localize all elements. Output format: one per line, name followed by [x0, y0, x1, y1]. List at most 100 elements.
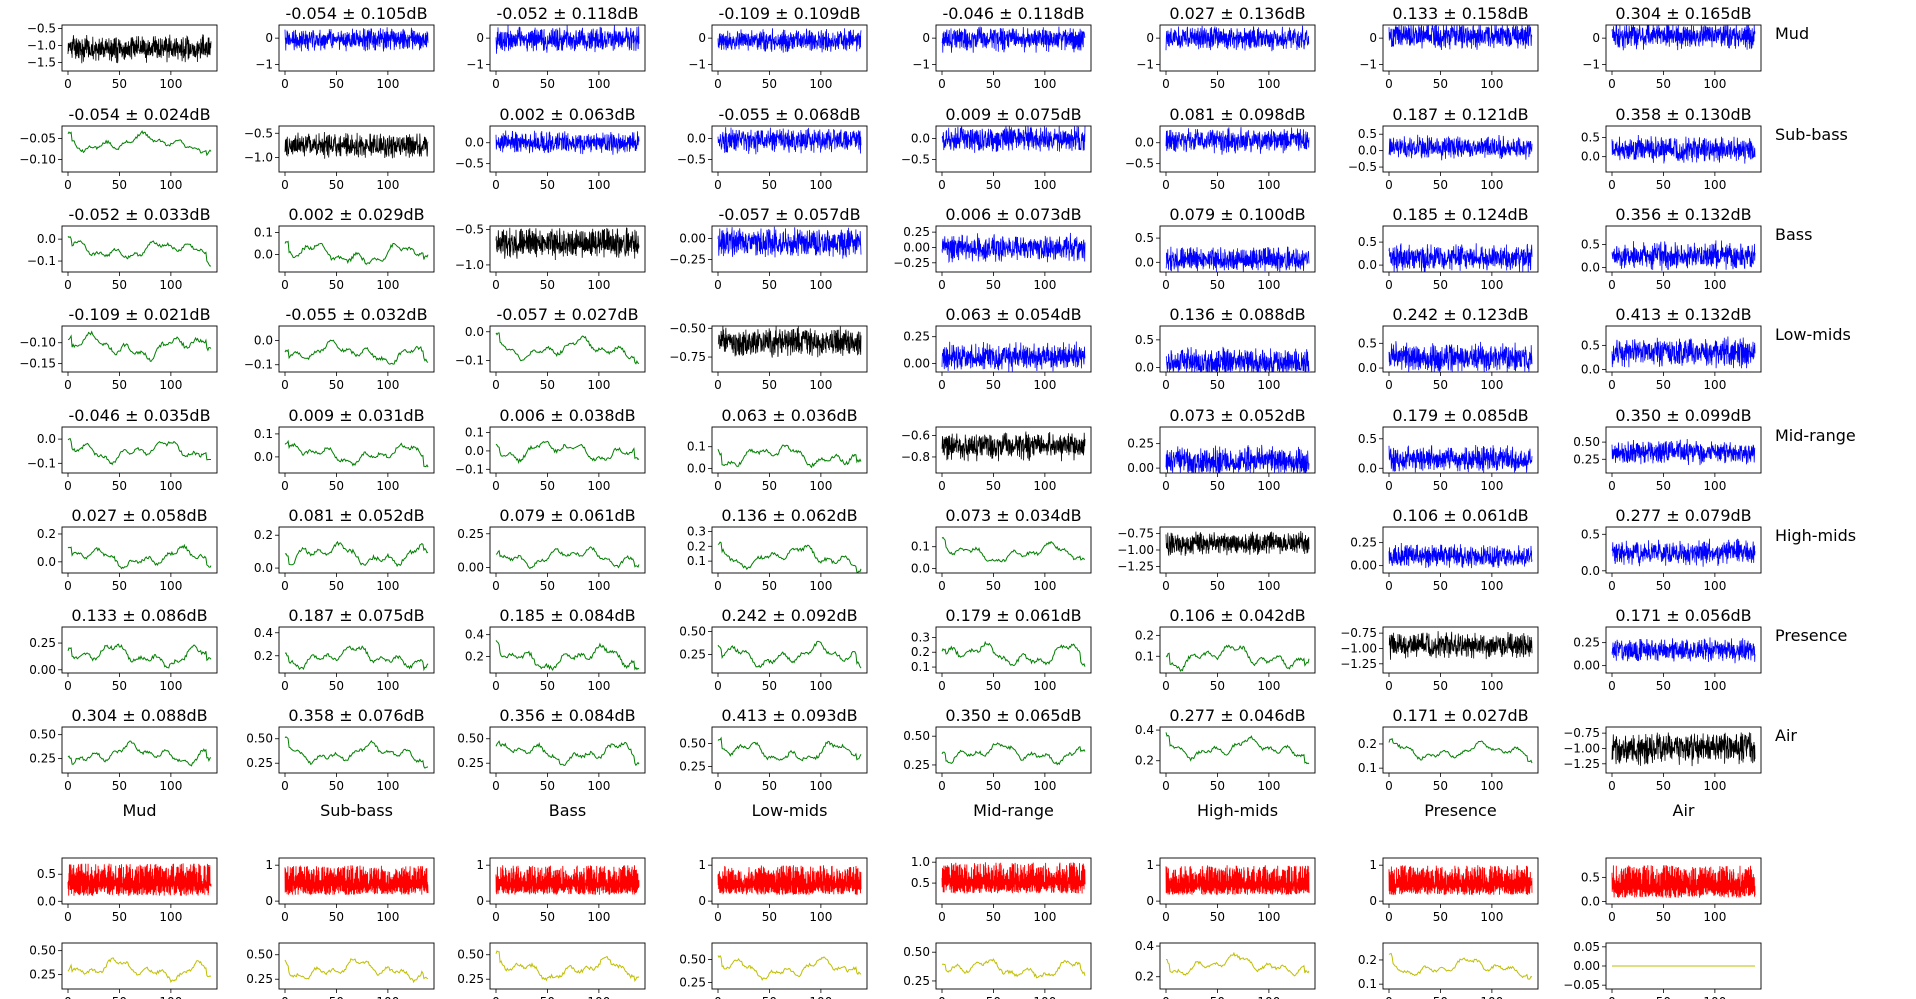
- y-tick-label: 0.0: [1358, 144, 1377, 158]
- y-tick-label: 0.0: [1581, 363, 1600, 377]
- series-line: [67, 437, 211, 466]
- x-tick-label: 100: [809, 910, 832, 924]
- x-tick-label: 100: [1703, 679, 1726, 693]
- y-tick-label: 0.5: [1358, 432, 1377, 446]
- panel-title: 0.350 ± 0.065dB: [945, 706, 1081, 725]
- x-tick-label: 0: [938, 579, 946, 593]
- y-tick-label: 0.1: [1135, 649, 1154, 663]
- y-tick-label: 0.50: [679, 625, 706, 639]
- panel-r6c3: 0.50 0.25 0 50 100 0.242 ± 0.092dB: [679, 606, 868, 693]
- y-tick-label: 0.0: [37, 432, 56, 446]
- panel-r3c3: −0.50 −0.75 0 50 100: [669, 321, 868, 392]
- x-tick-label: 50: [112, 910, 127, 924]
- axes-frame: [1159, 942, 1316, 990]
- axes-frame: [1159, 225, 1316, 273]
- x-tick-label: 50: [112, 995, 127, 999]
- y-tick-label: 0.3: [911, 630, 930, 644]
- axes-frame: [1605, 125, 1762, 173]
- y-tick-label: −0.15: [19, 357, 56, 371]
- x-tick-label: 50: [1210, 378, 1225, 392]
- y-tick-label: 0.1: [687, 440, 706, 454]
- axes-frame: [61, 942, 218, 990]
- y-tick-label: −1.00: [1340, 641, 1377, 655]
- panel-r7c0: 0.50 0.25 0 50 100 0.304 ± 0.088dB: [29, 706, 218, 793]
- x-tick-label: 50: [1433, 995, 1448, 999]
- x-tick-label: 100: [1703, 579, 1726, 593]
- x-tick-label: 50: [540, 779, 555, 793]
- axes-frame: [278, 942, 435, 990]
- panel-r2c0: 0.0 −0.1 0 50 100 -0.052 ± 0.033dB: [27, 205, 218, 292]
- panel-title: 0.358 ± 0.076dB: [288, 706, 424, 725]
- x-tick-label: 100: [809, 479, 832, 493]
- row-label: Mid-range: [1775, 426, 1856, 445]
- x-tick-label: 0: [281, 995, 289, 999]
- panel-title: -0.109 ± 0.109dB: [718, 4, 860, 23]
- x-tick-label: 100: [159, 178, 182, 192]
- x-tick-label: 50: [329, 679, 344, 693]
- panel-title: 0.009 ± 0.075dB: [945, 105, 1081, 124]
- y-tick-label: 0.1: [1358, 761, 1377, 775]
- y-tick-label: 0.5: [1581, 131, 1600, 145]
- x-tick-label: 100: [1033, 178, 1056, 192]
- panel-title: 0.006 ± 0.073dB: [945, 205, 1081, 224]
- y-tick-label: 0: [1146, 31, 1154, 45]
- x-tick-label: 100: [159, 278, 182, 292]
- x-tick-label: 0: [492, 679, 500, 693]
- y-tick-label: 0.5: [1581, 870, 1600, 884]
- series-line: [1165, 444, 1310, 473]
- x-tick-label: 50: [1656, 579, 1671, 593]
- series-line: [1611, 865, 1756, 898]
- series-line: [1611, 134, 1756, 164]
- x-tick-label: 100: [159, 579, 182, 593]
- x-tick-label: 100: [1257, 278, 1280, 292]
- panel-sm5: 0.4 0.2 0 50 100: [1135, 939, 1316, 999]
- series-line: [717, 865, 862, 895]
- x-tick-label: 100: [1480, 779, 1503, 793]
- x-tick-label: 50: [762, 779, 777, 793]
- axes-frame: [1605, 225, 1762, 273]
- series-line: [67, 643, 212, 669]
- y-tick-label: 0.0: [1358, 258, 1377, 272]
- y-tick-label: 0.5: [911, 876, 930, 890]
- axes-frame: [935, 942, 1092, 990]
- series-line: [941, 742, 1086, 766]
- panel-r4c2: 0.1 0.0 −0.1 0 50 100 0.006 ± 0.038dB: [455, 406, 646, 493]
- panel-title: 0.187 ± 0.121dB: [1392, 105, 1528, 124]
- y-tick-label: −1: [1582, 57, 1600, 71]
- panel-title: -0.052 ± 0.033dB: [68, 205, 210, 224]
- x-tick-label: 0: [938, 910, 946, 924]
- series-line: [717, 326, 862, 358]
- axes-frame: [711, 125, 868, 173]
- y-tick-label: 0.1: [254, 427, 273, 441]
- x-tick-label: 100: [1480, 77, 1503, 91]
- y-tick-label: −1: [466, 57, 484, 71]
- x-tick-label: 50: [762, 77, 777, 91]
- y-tick-label: −1.0: [244, 150, 273, 164]
- panel-r0c3: 0 −1 0 50 100 -0.109 ± 0.109dB: [688, 4, 868, 91]
- axes-frame: [1382, 225, 1539, 273]
- y-tick-label: 0.5: [1581, 338, 1600, 352]
- x-tick-label: 50: [986, 378, 1001, 392]
- x-tick-label: 0: [938, 995, 946, 999]
- y-tick-label: 0.1: [911, 660, 930, 674]
- series-line: [1388, 865, 1533, 895]
- series-line: [941, 26, 1086, 53]
- series-line: [1611, 240, 1756, 271]
- y-tick-label: −0.10: [19, 152, 56, 166]
- x-tick-label: 50: [762, 910, 777, 924]
- axes-frame: [1159, 24, 1316, 72]
- x-tick-label: 0: [1385, 679, 1393, 693]
- x-tick-label: 0: [1385, 479, 1393, 493]
- y-tick-label: 0.00: [679, 232, 706, 246]
- x-tick-label: 100: [1703, 910, 1726, 924]
- x-tick-label: 50: [540, 178, 555, 192]
- x-tick-label: 50: [329, 278, 344, 292]
- x-tick-label: 100: [587, 178, 610, 192]
- x-tick-label: 100: [1703, 479, 1726, 493]
- y-tick-label: −0.1: [244, 358, 273, 372]
- y-tick-label: 0.25: [903, 758, 930, 772]
- x-tick-label: 100: [376, 178, 399, 192]
- panel-r1c1: −0.5 −1.0 0 50 100: [244, 125, 435, 192]
- y-tick-label: 0: [265, 31, 273, 45]
- axes-frame: [1382, 325, 1539, 373]
